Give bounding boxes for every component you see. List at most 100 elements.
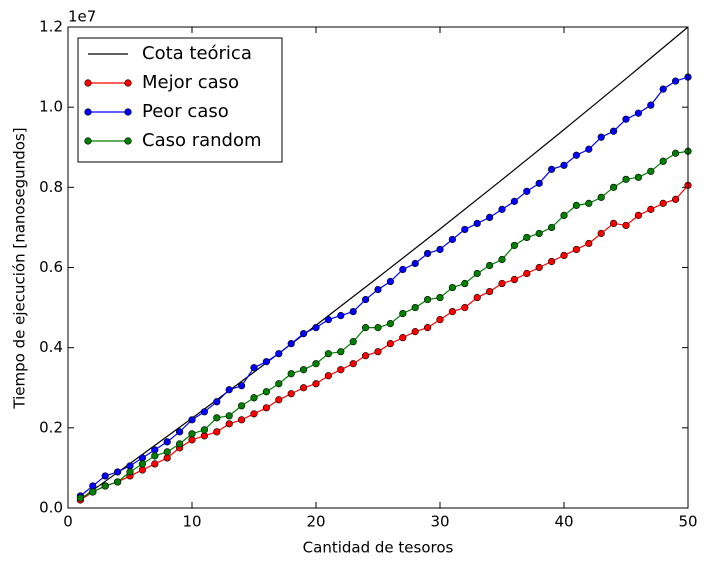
point [523, 233, 531, 242]
point [424, 249, 432, 258]
point [126, 468, 134, 476]
point [188, 436, 196, 444]
legend-marker [84, 137, 92, 145]
x-tick-label: 0 [63, 513, 73, 531]
y-axis-label: Tiempo de ejecución [nanosegundos] [11, 127, 29, 409]
point [671, 77, 680, 85]
point [238, 382, 246, 390]
point [609, 127, 618, 135]
point [547, 257, 556, 266]
point [547, 165, 556, 173]
point [138, 454, 146, 462]
point [634, 211, 643, 219]
point [188, 430, 196, 438]
point [560, 161, 568, 169]
point [176, 440, 184, 448]
point [473, 219, 481, 228]
point [634, 109, 643, 117]
point [448, 235, 457, 244]
point [275, 396, 283, 404]
point [486, 261, 494, 270]
y-tick-label: 0.0 [39, 499, 63, 517]
plot-frame [67, 26, 689, 509]
point [535, 179, 543, 187]
point [262, 404, 271, 412]
x-tick-label: 50 [678, 513, 697, 531]
x-tick-label: 10 [182, 513, 201, 531]
point [113, 478, 122, 486]
point [572, 151, 581, 159]
point [671, 195, 680, 203]
point [510, 241, 519, 250]
point [560, 251, 568, 260]
point [250, 364, 258, 372]
legend-label: Peor caso [142, 101, 229, 122]
point [448, 283, 457, 292]
y-tick-label: 1.0 [39, 98, 63, 116]
point [287, 390, 295, 398]
legend-marker [84, 108, 92, 116]
point [461, 279, 469, 288]
point [163, 454, 171, 462]
legend-marker [124, 137, 132, 145]
point [535, 229, 543, 238]
point [609, 219, 618, 228]
point [585, 239, 593, 248]
point [585, 199, 593, 207]
point [324, 350, 333, 358]
point [362, 352, 370, 360]
point [200, 426, 208, 434]
point [634, 173, 643, 181]
legend-label: Mejor caso [142, 72, 239, 93]
legend-marker [124, 108, 132, 116]
point [523, 269, 531, 278]
point [609, 183, 618, 191]
point [213, 414, 221, 422]
legend-label: Cota teórica [142, 43, 252, 64]
point [312, 324, 320, 332]
point [461, 225, 469, 234]
point [188, 416, 196, 424]
point [386, 277, 395, 286]
point [337, 312, 345, 320]
y-tick-label: 0.6 [39, 258, 63, 276]
point [547, 223, 556, 232]
point [275, 380, 283, 388]
point [597, 229, 605, 238]
series-line [80, 150, 689, 499]
point [113, 468, 122, 476]
point [647, 205, 655, 213]
point [163, 438, 171, 446]
legend-label: Caso random [142, 130, 262, 151]
point [163, 448, 171, 456]
point [671, 149, 680, 157]
point [337, 348, 345, 356]
point [659, 157, 667, 165]
series-line [80, 26, 689, 500]
point [300, 330, 308, 338]
point [374, 285, 382, 294]
point [151, 452, 159, 460]
point [622, 221, 630, 230]
point [300, 384, 308, 392]
point [76, 494, 84, 502]
point [287, 340, 295, 348]
point [424, 324, 432, 332]
point [473, 293, 481, 302]
point [659, 199, 667, 207]
x-tick-label: 40 [554, 513, 573, 531]
point [585, 145, 593, 153]
point [448, 307, 457, 316]
point [126, 462, 134, 470]
point [498, 255, 506, 264]
legend-marker [84, 79, 92, 87]
point [374, 348, 382, 356]
point [337, 366, 345, 374]
y-offset-label: 1e7 [68, 8, 96, 26]
point [101, 472, 109, 480]
point [176, 428, 184, 436]
point [213, 398, 221, 406]
point [250, 410, 258, 418]
